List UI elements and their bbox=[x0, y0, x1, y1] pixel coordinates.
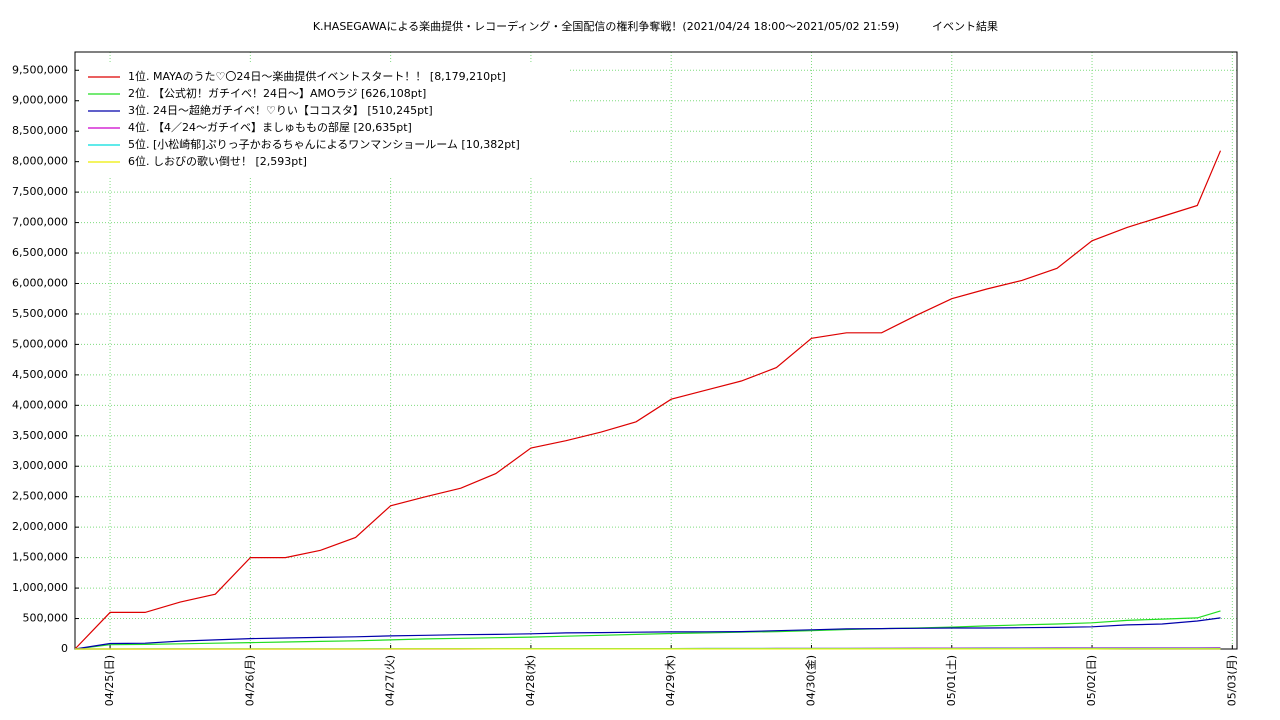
legend-label: 4位. 【4／24〜ガチイベ】ましゅももの部屋 [20,635pt] bbox=[128, 120, 412, 134]
legend-label: 5位. [小松崎郁]ぷりっ子かおるちゃんによるワンマンショールーム [10,38… bbox=[128, 137, 520, 151]
legend-label: 6位. しおびの歌い倒せ！ [2,593pt] bbox=[128, 154, 307, 168]
legend-label: 3位. 24日〜超絶ガチイベ！♡りい【ココスタ】 [510,245pt] bbox=[128, 103, 433, 117]
series-line bbox=[74, 610, 1221, 650]
x-tick-label: 05/01(土) bbox=[945, 655, 958, 706]
y-tick-label: 9,500,000 bbox=[12, 63, 68, 76]
series-line bbox=[74, 617, 1221, 650]
y-tick-label: 500,000 bbox=[23, 612, 69, 625]
x-tick-label: 04/25(日) bbox=[103, 655, 116, 706]
y-tick-label: 8,000,000 bbox=[12, 155, 68, 168]
y-tick-label: 5,500,000 bbox=[12, 307, 68, 320]
legend: 1位. MAYAのうた♡〇24日〜楽曲提供イベントスタート！！ [8,179,2… bbox=[80, 62, 568, 178]
legend-label: 1位. MAYAのうた♡〇24日〜楽曲提供イベントスタート！！ [8,179,2… bbox=[128, 69, 506, 83]
x-tick-label: 04/26(月) bbox=[243, 655, 256, 706]
x-tick-label: 04/27(火) bbox=[384, 655, 397, 706]
y-tick-label: 6,000,000 bbox=[12, 276, 68, 289]
y-tick-label: 1,500,000 bbox=[12, 551, 68, 564]
x-tick-label: 05/03(月) bbox=[1225, 655, 1238, 706]
y-tick-label: 2,000,000 bbox=[12, 520, 68, 533]
legend-box bbox=[80, 62, 568, 178]
y-tick-label: 5,000,000 bbox=[12, 337, 68, 350]
y-tick-label: 9,000,000 bbox=[12, 94, 68, 107]
x-tick-label: 05/02(日) bbox=[1085, 655, 1098, 706]
y-tick-label: 8,500,000 bbox=[12, 124, 68, 137]
y-tick-label: 3,500,000 bbox=[12, 429, 68, 442]
series-line bbox=[74, 150, 1222, 650]
chart-title: K.HASEGAWAによる楽曲提供・レコーディング・全国配信の権利争奪戦！(20… bbox=[313, 19, 899, 33]
y-tick-label: 1,000,000 bbox=[12, 581, 68, 594]
y-tick-label: 7,500,000 bbox=[12, 185, 68, 198]
y-tick-label: 3,000,000 bbox=[12, 459, 68, 472]
y-tick-label: 4,500,000 bbox=[12, 368, 68, 381]
x-tick-label: 04/30(金) bbox=[803, 655, 817, 706]
y-tick-label: 2,500,000 bbox=[12, 490, 68, 503]
chart-subtitle: イベント結果 bbox=[932, 19, 998, 33]
y-tick-label: 4,000,000 bbox=[12, 398, 68, 411]
x-tick-label: 04/28(水) bbox=[524, 655, 537, 706]
y-tick-label: 6,500,000 bbox=[12, 246, 68, 259]
x-tick-label: 04/29(木) bbox=[664, 655, 677, 706]
y-tick-label: 7,000,000 bbox=[12, 216, 68, 229]
y-tick-label: 0 bbox=[61, 642, 68, 655]
legend-label: 2位. 【公式初！ガチイベ！24日〜】AMOラジ [626,108pt] bbox=[128, 86, 426, 100]
